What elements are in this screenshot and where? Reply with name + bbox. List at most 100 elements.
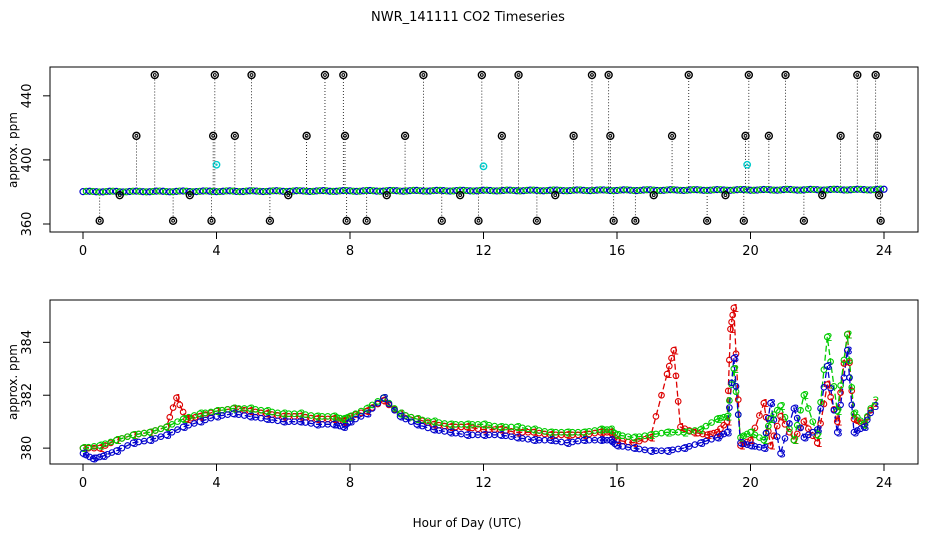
baseline-point xyxy=(329,187,337,195)
baseline-point xyxy=(172,187,181,195)
series-1-point xyxy=(770,432,778,440)
series-3-marker: 3 xyxy=(749,439,756,452)
series-3-point xyxy=(720,430,728,438)
baseline-point xyxy=(850,185,858,194)
series-3-marker: 3 xyxy=(769,397,776,410)
baseline-point xyxy=(740,186,748,194)
baseline-point xyxy=(613,186,621,195)
spike-point xyxy=(320,70,330,80)
spike-point-inner xyxy=(341,73,346,77)
baseline-point xyxy=(303,187,311,195)
baseline-point xyxy=(333,187,341,195)
series-2-point xyxy=(846,357,853,365)
baseline-point xyxy=(603,186,611,194)
baseline-point xyxy=(489,187,498,195)
cyan-point xyxy=(743,160,752,169)
series-3-point xyxy=(329,420,337,428)
baseline-point xyxy=(229,187,237,195)
baseline-point xyxy=(389,186,397,195)
series-2-point xyxy=(168,420,176,428)
series-3-point xyxy=(777,450,784,457)
baseline-point xyxy=(546,186,554,194)
spike-point-inner xyxy=(855,73,860,77)
series-3-point xyxy=(843,346,851,354)
baseline-point xyxy=(636,186,644,194)
series-2-point xyxy=(853,413,861,421)
series-1-marker: 1 xyxy=(265,408,272,421)
series-1-point xyxy=(804,425,812,433)
series-1-marker: 1 xyxy=(732,302,739,315)
series-3-point xyxy=(756,443,763,451)
series-1-point xyxy=(737,442,744,449)
series-2-point xyxy=(174,418,181,426)
baseline-point xyxy=(549,186,558,194)
spike-point-inner xyxy=(741,218,746,223)
spike-point xyxy=(185,190,195,200)
baseline-point xyxy=(476,186,484,195)
baseline-point xyxy=(813,186,821,194)
baseline-point xyxy=(216,187,224,196)
spike-point xyxy=(799,216,809,225)
baseline-point xyxy=(142,188,151,196)
series-1-marker: 1 xyxy=(365,405,372,418)
series-2-point xyxy=(697,426,704,433)
spike-point xyxy=(744,70,754,80)
baseline-point xyxy=(262,187,271,196)
spike-point xyxy=(208,131,218,141)
spike-point xyxy=(569,131,578,141)
baseline-point xyxy=(743,186,751,194)
series-2-point xyxy=(800,391,808,399)
baseline-point xyxy=(600,186,608,194)
series-1-point xyxy=(786,428,793,436)
series-3-marker: 3 xyxy=(265,413,272,426)
spike-point-inner xyxy=(705,218,710,223)
series-3-point xyxy=(728,379,735,387)
baseline-point xyxy=(249,187,257,195)
baseline-point xyxy=(206,187,214,195)
spike-point-inner xyxy=(516,73,521,77)
baseline-point xyxy=(606,186,614,195)
spike-point-inner xyxy=(476,218,481,223)
series-2-marker: 2 xyxy=(482,418,489,431)
series-3-point xyxy=(848,401,856,409)
series-2-marker: 2 xyxy=(599,424,606,437)
series-2-point xyxy=(726,397,733,404)
series-1-marker: 1 xyxy=(332,413,339,426)
baseline-point xyxy=(306,187,314,196)
baseline-point xyxy=(493,187,501,195)
series-3-point xyxy=(717,432,724,440)
series-2-marker: 2 xyxy=(98,439,105,452)
baseline-point xyxy=(553,186,561,194)
series-1-point xyxy=(717,425,724,433)
baseline-point xyxy=(623,186,631,194)
series-3-marker: 3 xyxy=(836,426,843,439)
top-y-tick-label: 440 xyxy=(20,83,35,108)
baseline-point xyxy=(199,187,207,195)
baseline-point xyxy=(363,186,371,195)
series-3-point xyxy=(867,409,875,417)
series-3-marker: 3 xyxy=(739,437,746,450)
baseline-point xyxy=(830,185,838,193)
series-2-point xyxy=(797,406,804,414)
series-2-point xyxy=(760,436,768,444)
series-1-marker: 1 xyxy=(749,434,756,447)
baseline-point xyxy=(186,187,194,196)
series-3-marker: 3 xyxy=(315,418,322,431)
spike-point-inner xyxy=(384,193,389,198)
series-1-marker: 1 xyxy=(862,418,869,431)
series-3-point xyxy=(863,416,871,424)
spike-point xyxy=(207,216,216,225)
baseline-point xyxy=(496,187,504,195)
spike-point-inner xyxy=(439,218,444,223)
baseline-point xyxy=(106,187,114,195)
spike-point xyxy=(115,190,124,200)
series-2-marker: 2 xyxy=(802,389,809,402)
spike-point-inner xyxy=(134,133,139,138)
spike-point xyxy=(853,70,862,80)
series-3-point xyxy=(813,426,821,433)
series-3-point xyxy=(781,435,789,442)
baseline-point xyxy=(690,186,698,194)
series-2-marker: 2 xyxy=(872,395,879,408)
series-3-point xyxy=(790,405,798,412)
spike-point-inner xyxy=(479,73,484,77)
